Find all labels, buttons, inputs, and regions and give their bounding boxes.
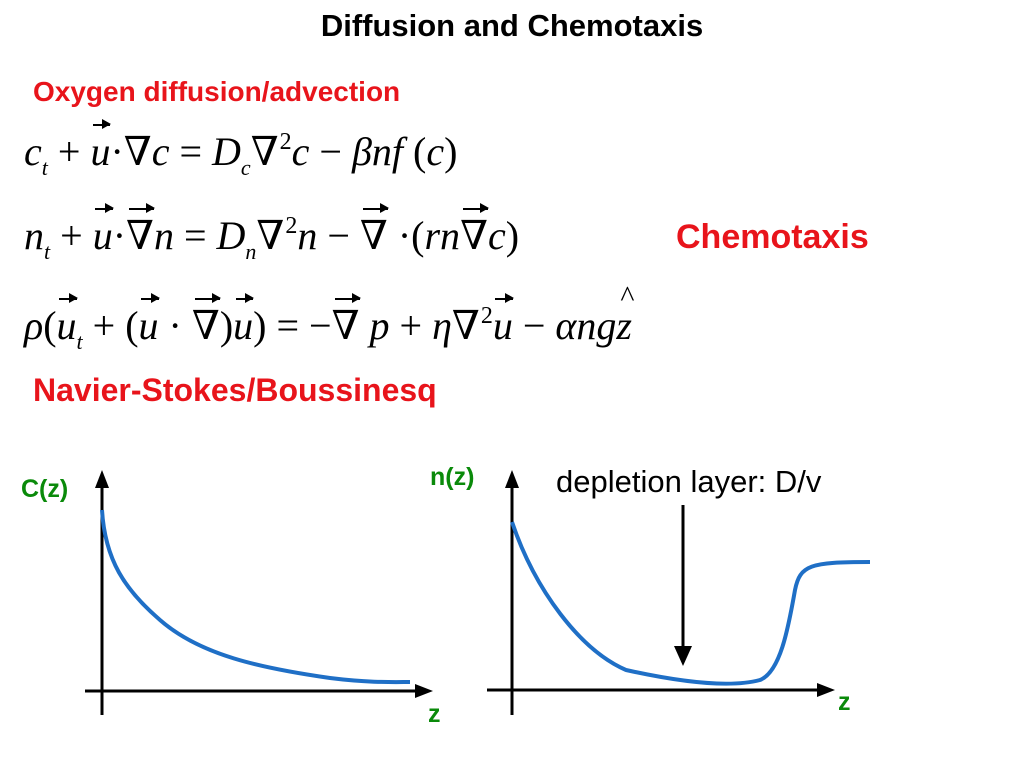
- depletion-arrowhead: [674, 646, 692, 666]
- navier-stokes-label: Navier-Stokes/Boussinesq: [33, 372, 437, 408]
- oxygen-equation: ct + u·∇c = Dc∇2c − βnf (c): [24, 119, 458, 180]
- chemotaxis-equation: nt + u·∇n = Dn∇2n − ∇ ·(rn∇c): [24, 203, 520, 264]
- left-x-axis-label: z: [428, 700, 441, 728]
- right-density-curve: [510, 521, 871, 686]
- right-y-axis-label: n(z): [430, 463, 475, 491]
- navier-stokes-equation: ρ(ut + (u · ∇)u) = −∇ p + η∇2u − αngz: [24, 280, 634, 355]
- slide-title: Diffusion and Chemotaxis: [320, 8, 704, 43]
- right-y-arrowhead: [505, 470, 519, 488]
- chemotaxis-label: Chemotaxis: [676, 218, 869, 256]
- right-x-arrowhead: [817, 683, 835, 697]
- left-y-arrowhead: [95, 470, 109, 488]
- right-x-axis-label: z: [838, 688, 851, 716]
- left-x-arrowhead: [415, 684, 433, 698]
- oxygen-diffusion-label: Oxygen diffusion/advection: [33, 76, 401, 107]
- left-y-axis-label: C(z): [21, 475, 69, 503]
- left-concentration-curve: [100, 509, 411, 685]
- depletion-layer-label: depletion layer: D/v: [556, 464, 822, 499]
